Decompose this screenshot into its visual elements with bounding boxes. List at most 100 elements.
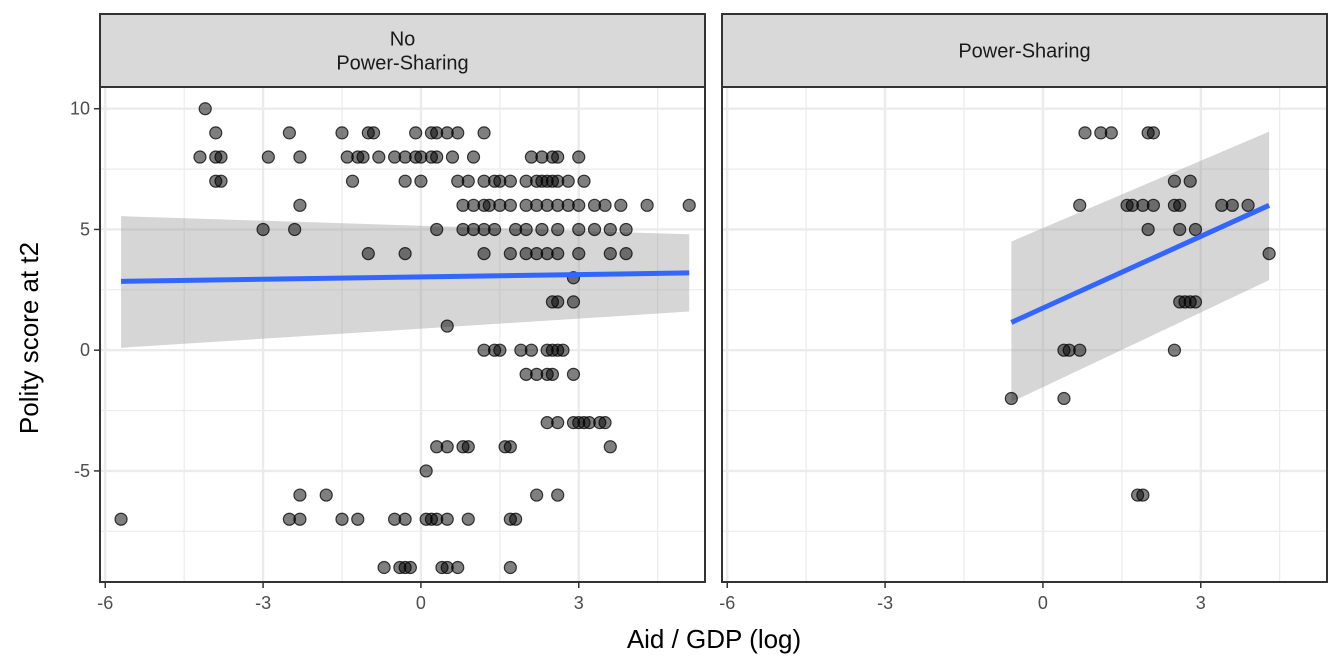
data-point xyxy=(282,126,296,140)
data-point xyxy=(603,440,617,454)
data-point xyxy=(1141,222,1155,237)
y-tick-label: -5 xyxy=(74,461,90,481)
data-point xyxy=(356,150,370,164)
data-point xyxy=(556,343,570,357)
data-point xyxy=(1146,198,1160,212)
data-point xyxy=(640,198,654,212)
data-point xyxy=(461,174,475,188)
facet-strip-label: Power-Sharing xyxy=(958,41,1090,63)
x-tick-label: -6 xyxy=(719,593,735,613)
data-point xyxy=(551,222,565,237)
data-point xyxy=(572,222,586,237)
data-point xyxy=(682,198,696,212)
facet-strip-label: No xyxy=(390,29,416,51)
data-point xyxy=(261,150,275,164)
data-point xyxy=(1188,222,1203,237)
data-point xyxy=(530,488,544,502)
confidence-band xyxy=(1011,131,1270,403)
facet-strip xyxy=(721,13,1328,88)
data-point xyxy=(561,174,575,188)
data-point xyxy=(351,512,365,526)
data-point xyxy=(551,416,565,430)
x-tick-label: -3 xyxy=(255,593,271,613)
data-point xyxy=(398,174,412,188)
data-point xyxy=(293,198,307,212)
data-point xyxy=(519,222,533,237)
x-axis-title: Aid / GDP (log) xyxy=(627,624,801,654)
data-point xyxy=(477,247,491,261)
data-point xyxy=(572,247,586,261)
x-tick-label: 0 xyxy=(1038,593,1048,613)
data-point xyxy=(335,126,349,140)
data-point xyxy=(1183,174,1197,188)
data-point xyxy=(535,222,549,237)
data-point xyxy=(293,150,307,164)
x-tick-label: 3 xyxy=(1196,593,1206,613)
data-point xyxy=(1146,126,1160,140)
data-point xyxy=(503,440,517,454)
y-tick-label: 0 xyxy=(80,340,90,360)
data-point xyxy=(598,416,612,430)
data-point xyxy=(566,367,581,381)
data-point xyxy=(614,198,628,212)
data-point xyxy=(319,488,333,502)
data-point xyxy=(524,343,538,357)
data-point xyxy=(114,512,128,526)
x-tick-label: 3 xyxy=(574,593,584,613)
data-point xyxy=(503,174,517,188)
data-point xyxy=(409,126,423,140)
x-tick-label: -6 xyxy=(97,593,113,613)
data-point xyxy=(551,488,565,502)
data-point xyxy=(398,247,412,261)
data-point xyxy=(619,222,633,237)
data-point xyxy=(451,560,465,575)
data-point xyxy=(587,222,602,237)
data-point xyxy=(440,512,454,526)
data-point xyxy=(466,150,481,164)
data-point xyxy=(419,464,433,478)
data-point xyxy=(1188,295,1203,309)
data-point xyxy=(414,174,428,188)
data-point xyxy=(551,150,565,164)
regression-line xyxy=(1010,203,1271,325)
data-point xyxy=(440,440,454,454)
data-point xyxy=(372,150,386,164)
data-point xyxy=(1241,198,1255,212)
facet-panel-2: Power-Sharing -6 -3 0 3 xyxy=(719,13,1328,613)
data-point xyxy=(1167,174,1182,188)
data-point xyxy=(198,102,212,116)
data-point xyxy=(477,126,491,140)
data-point xyxy=(551,295,565,309)
data-point xyxy=(572,198,586,212)
data-point xyxy=(1173,222,1187,237)
data-point xyxy=(398,512,412,526)
data-point xyxy=(214,174,228,188)
y-tick-label: 10 xyxy=(70,99,90,119)
data-point xyxy=(345,174,360,188)
data-point xyxy=(1104,126,1118,140)
facet-strip xyxy=(99,13,706,88)
data-point xyxy=(572,150,586,164)
data-point xyxy=(545,367,560,381)
data-point xyxy=(603,222,617,237)
data-point xyxy=(377,560,391,575)
data-point xyxy=(1078,126,1092,140)
data-point xyxy=(1057,391,1071,406)
data-point xyxy=(1136,488,1150,502)
data-point xyxy=(603,247,617,261)
data-point xyxy=(451,126,465,140)
data-point xyxy=(503,247,517,261)
data-point xyxy=(214,150,228,164)
data-point xyxy=(293,512,307,526)
y-tick-label: 5 xyxy=(80,219,90,239)
data-point xyxy=(619,247,633,261)
data-point xyxy=(551,247,565,261)
y-axis-title: Polity score at t2 xyxy=(14,242,44,434)
data-point xyxy=(509,512,523,526)
data-point xyxy=(598,198,612,212)
data-point xyxy=(209,126,223,140)
regression-line xyxy=(121,270,690,284)
data-point xyxy=(403,560,417,575)
data-point xyxy=(366,126,381,140)
